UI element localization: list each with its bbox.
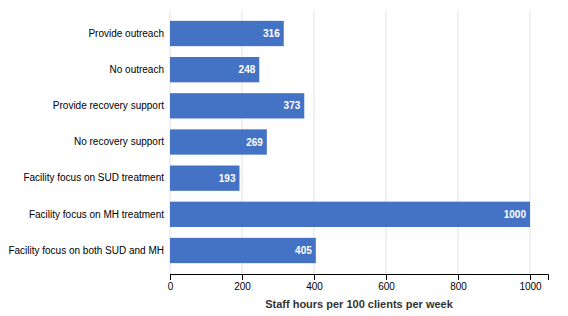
x-axis-title: Staff hours per 100 clients per week	[265, 298, 454, 310]
x-tick-label: 0	[168, 281, 174, 292]
chart: 0 200 400 600 800 1000 Provide outreach No outr…	[0, 0, 568, 316]
grid-line	[386, 10, 387, 274]
x-tick-mark	[530, 274, 531, 280]
x-tick-mark	[386, 274, 387, 280]
x-tick-mark	[458, 274, 459, 280]
x-tick-mark	[314, 274, 315, 280]
y-tick-label: No outreach	[110, 64, 164, 75]
y-tick: Facility focus on SUD treatment	[23, 172, 164, 183]
x-tick: 1000	[519, 274, 542, 292]
y-tick-label: Facility focus on MH treatment	[29, 209, 164, 220]
bar	[170, 57, 259, 82]
data-label: 248	[239, 64, 256, 75]
y-tick-label: Provide outreach	[88, 28, 164, 39]
x-tick-mark	[242, 274, 243, 280]
data-label: 1000	[504, 209, 527, 220]
x-tick-label: 800	[450, 281, 467, 292]
data-label: 269	[246, 137, 263, 148]
bar	[170, 129, 267, 154]
bar	[170, 166, 239, 191]
x-tick-label: 200	[234, 281, 251, 292]
x-tick: 400	[306, 274, 323, 292]
y-tick: Provide recovery support	[53, 100, 164, 111]
bars	[170, 21, 530, 263]
y-tick-label: Provide recovery support	[53, 100, 164, 111]
x-axis-line	[171, 275, 549, 281]
y-tick-label: No recovery support	[74, 136, 164, 147]
x-tick: 0	[168, 274, 174, 292]
y-tick: Provide outreach	[88, 28, 164, 39]
x-axis: 0 200 400 600 800 1000	[168, 274, 549, 292]
y-tick-label: Facility focus on SUD treatment	[23, 172, 164, 183]
plot: 0 200 400 600 800 1000 Provide outreach No outr…	[8, 10, 548, 292]
y-tick: No recovery support	[74, 136, 164, 147]
y-tick-label: Facility focus on both SUD and MH	[8, 245, 164, 256]
x-tick-label: 600	[378, 281, 395, 292]
bar	[170, 21, 284, 46]
y-tick: No outreach	[110, 64, 164, 75]
y-tick: Facility focus on both SUD and MH	[8, 245, 164, 256]
x-tick: 800	[450, 274, 467, 292]
data-label: 193	[219, 173, 236, 184]
grid-line	[314, 10, 315, 274]
bar	[170, 93, 304, 118]
data-label: 405	[295, 245, 312, 256]
x-tick-mark	[170, 274, 171, 280]
bar	[170, 202, 530, 227]
data-labels: 316 248 373 269 193 1000 405	[219, 28, 527, 256]
x-tick: 600	[378, 274, 395, 292]
x-tick-label: 1000	[519, 281, 542, 292]
grid	[170, 10, 530, 274]
y-axis: Provide outreach No outreach Provide recov…	[8, 28, 164, 256]
x-tick-label: 400	[306, 281, 323, 292]
grid-line	[530, 10, 531, 274]
x-tick: 200	[234, 274, 251, 292]
data-label: 373	[284, 100, 301, 111]
data-label: 316	[263, 28, 280, 39]
y-tick: Facility focus on MH treatment	[29, 209, 164, 220]
bar	[170, 238, 316, 263]
grid-line	[458, 10, 459, 274]
